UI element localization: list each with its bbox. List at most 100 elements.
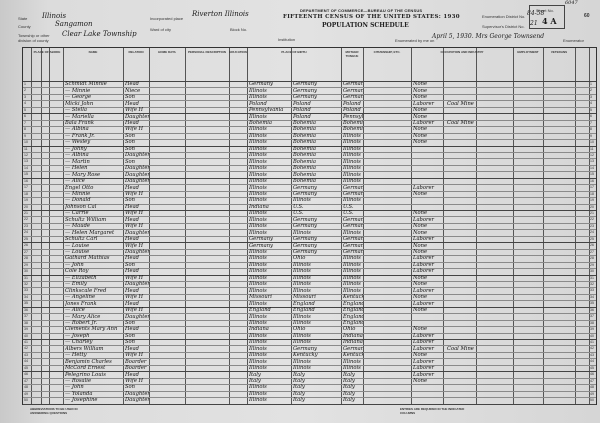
- cell-birthplace: Illinois: [249, 145, 267, 152]
- row-divider: [23, 384, 596, 386]
- column-header: PLACE OF ABODE: [33, 50, 61, 54]
- cell-mother: Italy: [343, 397, 355, 404]
- line-number: 19: [24, 198, 28, 203]
- cell-mother: Italy: [343, 390, 355, 397]
- cell-mother: Kentucky: [343, 352, 363, 359]
- cell-relation: Head: [125, 236, 140, 243]
- line-number: 29: [24, 262, 28, 267]
- cell-mother: Germany: [343, 81, 363, 88]
- cell-birthplace: Illinois: [249, 249, 267, 255]
- line-number: 20: [24, 204, 28, 209]
- cell-occupation: Laborer: [413, 216, 435, 223]
- cell-name: — Emily: [65, 281, 87, 288]
- cell-industry: Coal Mine: [447, 345, 474, 352]
- cell-relation: Son: [125, 145, 136, 152]
- cell-mother: Illinois: [343, 268, 361, 275]
- cell-mother: Illinois: [343, 261, 361, 268]
- cell-occupation: Laborer: [413, 287, 435, 294]
- line-number: 25: [24, 236, 28, 241]
- cell-birthplace: Illinois: [249, 313, 267, 320]
- cell-name: — Elizabeth: [65, 274, 97, 281]
- line-number: 42: [590, 346, 594, 351]
- line-number: 48: [590, 385, 594, 390]
- line-number: 15: [590, 172, 594, 177]
- cell-mother: Illinois: [343, 365, 361, 372]
- cell-relation: Niece: [125, 87, 141, 94]
- cell-relation: Wife H: [125, 274, 144, 281]
- row-divider: [23, 132, 596, 134]
- cell-birthplace: Illinois: [249, 126, 267, 133]
- cell-father: Poland: [293, 100, 311, 107]
- line-number: 2: [590, 88, 592, 93]
- cell-birthplace: Illinois: [249, 210, 267, 217]
- row-divider: [23, 113, 596, 115]
- row-divider: [23, 171, 596, 173]
- cell-occupation: Laborer: [413, 345, 435, 352]
- cell-mother: England: [343, 300, 363, 307]
- cell-father: Germany: [293, 242, 317, 249]
- cell-father: Italy: [293, 397, 305, 404]
- line-number: 42: [24, 346, 28, 351]
- line-number: 37: [590, 314, 594, 319]
- row-divider: [23, 306, 596, 308]
- line-number: 5: [590, 107, 592, 112]
- line-number: 22: [590, 217, 594, 222]
- line-number: 24: [590, 230, 594, 235]
- cell-mother: Illinois: [343, 152, 361, 159]
- cell-birthplace: Illinois: [249, 171, 267, 178]
- line-number: 44: [590, 359, 594, 364]
- cell-father: Germany: [293, 345, 317, 352]
- cell-mother: U.S.: [343, 203, 354, 210]
- cell-name: — George: [65, 94, 92, 101]
- cell-occupation: Laborer: [413, 332, 435, 339]
- cell-birthplace: Illinois: [249, 287, 267, 294]
- line-number: 1: [24, 82, 26, 86]
- row-divider: [23, 164, 596, 166]
- cell-relation: Head: [125, 300, 140, 307]
- cell-father: Illinois: [293, 268, 311, 275]
- column-divider: [411, 48, 412, 404]
- cell-name: — Josephine: [65, 397, 98, 404]
- cell-occupation: Laborer: [413, 300, 435, 307]
- line-number: 7: [24, 120, 26, 125]
- cell-birthplace: Illinois: [249, 223, 267, 230]
- cell-father: Illinois: [293, 313, 311, 320]
- row-divider: [23, 158, 596, 160]
- cell-relation: Son: [125, 197, 136, 204]
- cell-birthplace: Illinois: [249, 332, 267, 339]
- cell-relation: Son: [125, 139, 136, 146]
- cell-relation: Head: [125, 268, 140, 275]
- cell-father: Bohemia: [293, 139, 317, 146]
- cell-father: Germany: [293, 184, 317, 191]
- cell-name: — Louise: [65, 249, 90, 255]
- cell-occupation: None: [413, 281, 428, 288]
- line-number: 29: [590, 262, 594, 267]
- cell-birthplace: Germany: [249, 81, 273, 88]
- cell-relation: Wife H: [125, 352, 144, 359]
- row-divider: [23, 300, 596, 302]
- cell-father: Illinois: [293, 358, 311, 365]
- line-number: 9: [24, 133, 26, 138]
- cell-occupation: None: [413, 139, 428, 146]
- cell-occupation: None: [413, 113, 428, 120]
- cell-father: Illinois: [293, 287, 311, 294]
- cell-relation: Wife H: [125, 126, 144, 133]
- row-divider: [23, 222, 596, 224]
- cell-father: Bohemia: [293, 126, 317, 133]
- row-divider: [23, 319, 596, 321]
- row-divider: [23, 177, 596, 179]
- line-number: 18: [590, 191, 594, 196]
- cell-relation: Wife H: [125, 210, 144, 217]
- cell-name: Schultz William: [65, 216, 107, 223]
- line-number: 30: [590, 269, 594, 274]
- cell-birthplace: Illinois: [249, 384, 267, 391]
- line-number: 34: [24, 294, 28, 299]
- line-number: 19: [590, 198, 594, 203]
- row-divider: [23, 351, 596, 353]
- line-number: 15: [24, 172, 28, 177]
- cell-birthplace: Illinois: [249, 339, 267, 346]
- footer: ABBREVIATIONS TO BE USED IN ANSWERING QU…: [30, 405, 590, 421]
- cell-relation: Wife H: [125, 307, 144, 314]
- line-number: 1: [590, 82, 592, 86]
